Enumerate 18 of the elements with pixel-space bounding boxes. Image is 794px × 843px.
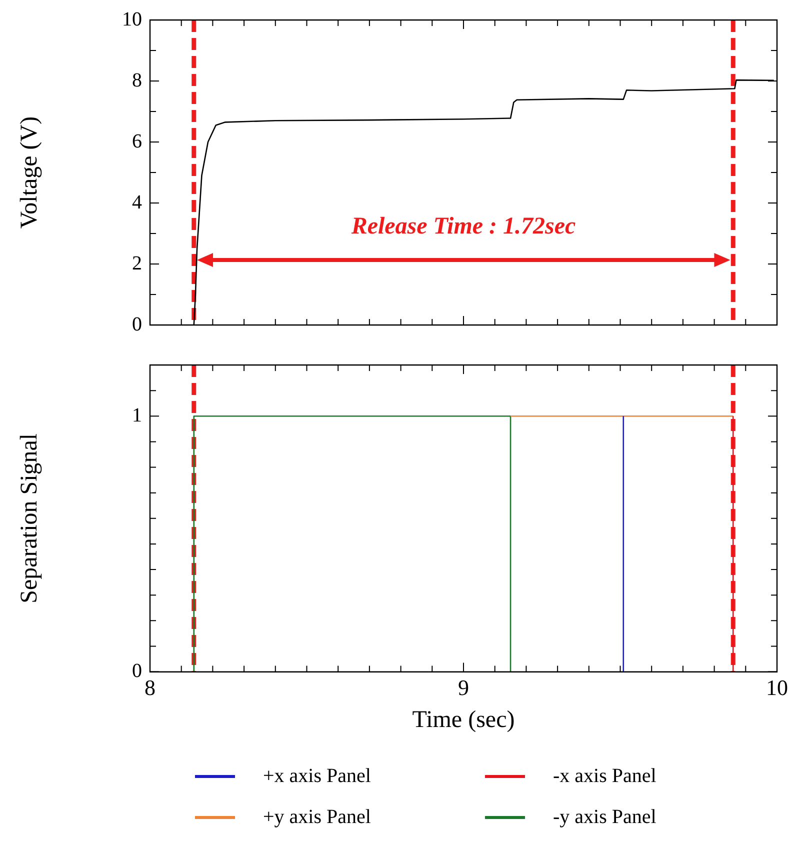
y-axis-title: Voltage (V) xyxy=(16,116,43,229)
y-axis-title: Separation Signal xyxy=(16,433,43,604)
y-tick-label: 8 xyxy=(132,69,142,92)
annotation: Release Time : 1.72sec xyxy=(350,214,576,240)
legend-label: +y axis Panel xyxy=(262,806,372,829)
y-tick-label: 0 xyxy=(132,313,142,336)
y-tick-label: 10 xyxy=(122,8,142,30)
y-tick-label: 1 xyxy=(132,404,142,426)
legend-label: +x axis Panel xyxy=(262,765,372,788)
legend-label: -y axis Panel xyxy=(552,806,658,829)
y-tick-label: 4 xyxy=(132,191,142,214)
legend-label: -x axis Panel xyxy=(552,765,658,788)
x-tick-label: 10 xyxy=(766,674,788,700)
x-axis-title: Time (sec) xyxy=(412,706,515,733)
x-tick-label: 9 xyxy=(458,674,469,700)
y-tick-label: 2 xyxy=(132,252,142,274)
y-tick-label: 6 xyxy=(132,130,142,152)
y-tick-label: 0 xyxy=(132,660,142,682)
